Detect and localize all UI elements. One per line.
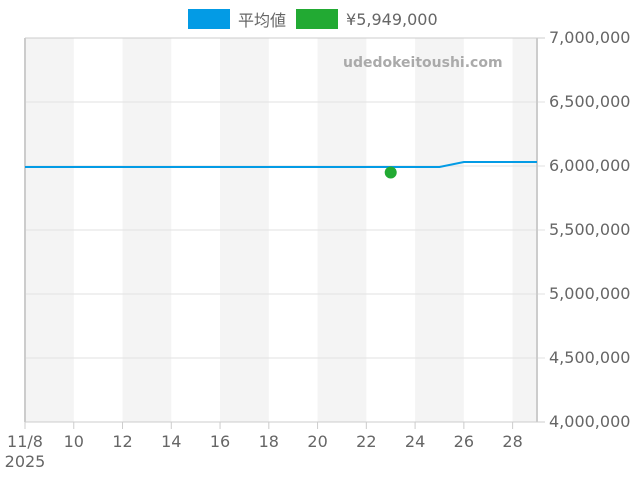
y-tick-label: 7,000,000	[549, 28, 631, 47]
x-tick-label: 26	[453, 432, 475, 451]
x-tick-label: 16	[209, 432, 231, 451]
average-price-line	[25, 161, 537, 169]
y-tick-label: 5,000,000	[549, 284, 631, 303]
legend-item-average[interactable]: 平均値	[188, 7, 286, 31]
legend-item-price[interactable]: ¥5,949,000	[296, 9, 438, 29]
x-tick-label: 22	[356, 432, 377, 451]
y-tick-label: 6,000,000	[549, 156, 631, 175]
legend-swatch-average	[188, 9, 230, 29]
x-tick-label: 18	[258, 432, 279, 451]
legend-label-price: ¥5,949,000	[346, 9, 438, 29]
x-tick-label: 11/8 2025	[4, 432, 46, 471]
y-tick-label: 6,500,000	[549, 92, 631, 111]
x-tick-label: 28	[502, 432, 523, 451]
x-tick-label: 10	[63, 432, 84, 451]
price-point	[384, 166, 397, 179]
x-tick-label: 20	[307, 432, 328, 451]
legend-swatch-price	[296, 9, 339, 29]
x-tick-label: 14	[161, 432, 182, 451]
y-tick-label: 5,500,000	[549, 220, 631, 239]
legend: 平均値 ¥5,949,000	[188, 8, 448, 30]
watermark: udedokeitoushi.com	[343, 55, 503, 71]
x-tick-label: 12	[112, 432, 133, 451]
y-tick-label: 4,000,000	[549, 412, 631, 431]
legend-label-average: 平均値	[238, 11, 287, 30]
y-tick-label: 4,500,000	[549, 348, 631, 367]
x-tick-label: 24	[404, 432, 426, 451]
